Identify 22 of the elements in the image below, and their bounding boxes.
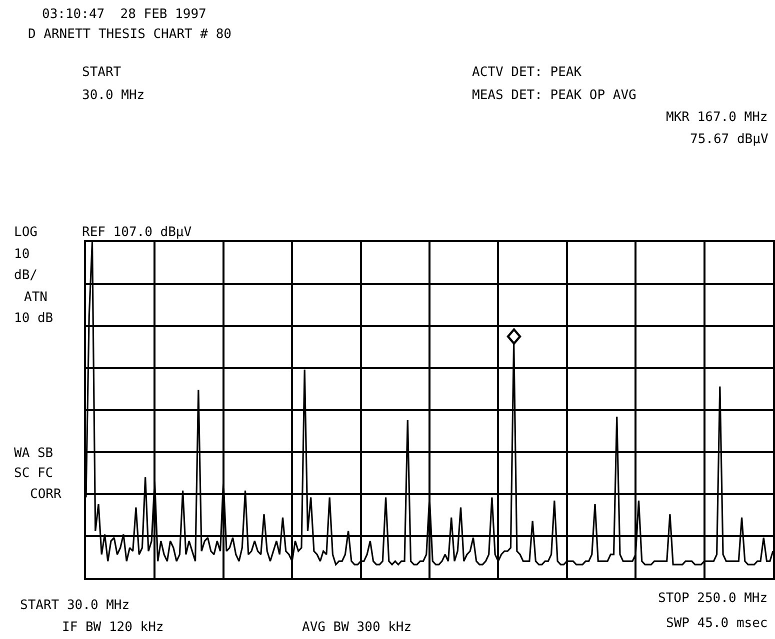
text: 10 xyxy=(14,247,30,262)
text: SC FC xyxy=(14,466,54,481)
text: 03:10:47 28 FEB 1997 xyxy=(42,7,206,22)
text: SWP 45.0 msec xyxy=(666,616,768,631)
text: ACTV DET: PEAK xyxy=(472,65,582,80)
text: CORR xyxy=(30,487,62,502)
text: MKR 167.0 MHz xyxy=(666,110,768,125)
text: 75.67 dBμV xyxy=(690,132,768,147)
text: 30.0 MHz xyxy=(82,88,145,103)
text: START xyxy=(82,65,122,80)
text: LOG xyxy=(14,225,38,240)
text: 10 dB xyxy=(14,311,54,326)
text: D ARNETT THESIS CHART # 80 xyxy=(28,27,232,42)
text: AVG BW 300 kHz xyxy=(302,620,412,635)
text: ATN xyxy=(24,290,48,305)
text: MEAS DET: PEAK OP AVG xyxy=(472,88,637,103)
text: dB/ xyxy=(14,268,38,283)
text: START 30.0 MHz xyxy=(20,598,130,613)
text: IF BW 120 kHz xyxy=(62,620,164,635)
text: REF 107.0 dBμV xyxy=(82,225,192,240)
text: WA SB xyxy=(14,446,54,461)
text: STOP 250.0 MHz xyxy=(658,591,768,606)
